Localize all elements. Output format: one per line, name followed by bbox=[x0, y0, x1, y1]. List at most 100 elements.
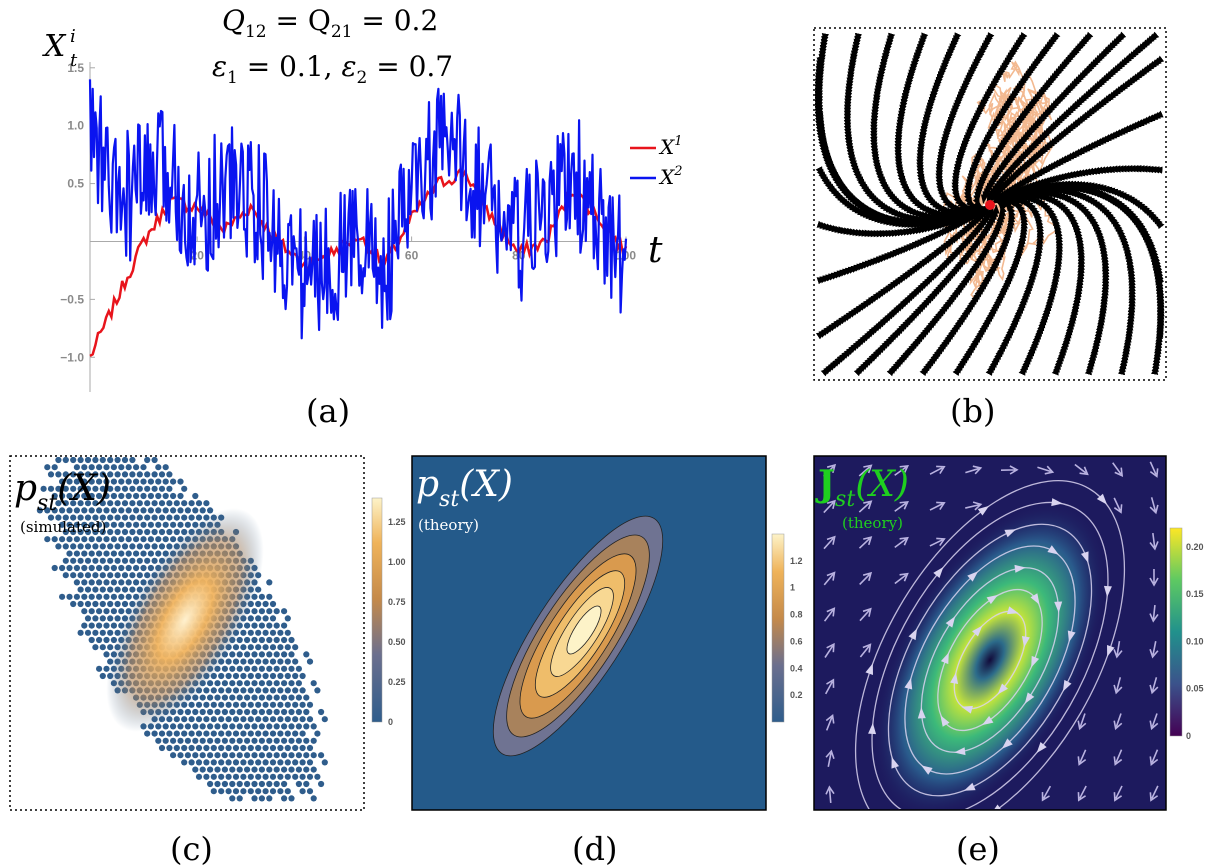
hexbin-dot bbox=[266, 579, 273, 586]
hexbin-dot bbox=[133, 507, 140, 514]
hexbin-dot bbox=[96, 579, 103, 586]
hexbin-dot bbox=[321, 759, 328, 766]
hexbin-dot bbox=[84, 572, 92, 579]
hexbin-dot bbox=[77, 514, 84, 521]
hexbin-dot bbox=[133, 536, 140, 543]
hexbin-dot bbox=[133, 521, 140, 528]
hexbin-dot bbox=[144, 457, 151, 464]
hexbin-dot bbox=[44, 507, 51, 514]
hexbin-dot bbox=[258, 795, 265, 802]
stream-arrow bbox=[954, 285, 963, 295]
hexbin-dot bbox=[207, 737, 214, 744]
hexbin-dot bbox=[96, 478, 103, 485]
hexbin-dot bbox=[121, 485, 129, 492]
hexbin-dot bbox=[158, 730, 166, 737]
hexbin-dot bbox=[155, 550, 162, 557]
hexbin-dot bbox=[255, 730, 262, 737]
panel-e-colorbar bbox=[1169, 527, 1183, 737]
hexbin-dot bbox=[55, 543, 62, 550]
hexbin-dot bbox=[133, 464, 140, 471]
flux-arrow bbox=[967, 571, 979, 582]
stream-arrow bbox=[1011, 160, 1021, 170]
hexbin-dot bbox=[136, 485, 143, 492]
stream-arrow bbox=[936, 245, 946, 255]
hexbin-dot bbox=[188, 500, 195, 507]
hexbin-dot bbox=[66, 593, 73, 600]
hexbin-dot bbox=[255, 744, 262, 752]
hexbin-dot bbox=[47, 471, 55, 478]
stream-arrow bbox=[961, 215, 971, 222]
stream-arrow bbox=[868, 295, 878, 304]
hexbin-dot bbox=[247, 672, 254, 680]
hexbin-dot bbox=[199, 694, 206, 701]
hexbin-dot bbox=[62, 572, 69, 579]
hexbin-dot bbox=[166, 730, 173, 737]
flux-arrow bbox=[1096, 493, 1108, 505]
stream-arrow bbox=[921, 225, 931, 233]
hexbin-dot bbox=[277, 773, 284, 780]
hexbin-dot bbox=[77, 586, 84, 593]
hexbin-dot bbox=[240, 759, 247, 766]
hexbin-dot bbox=[247, 687, 254, 694]
hexbin-dot bbox=[103, 593, 110, 600]
hexbin-dot bbox=[210, 730, 217, 737]
hexbin-dot bbox=[244, 680, 251, 687]
hexbin-dot bbox=[92, 600, 99, 608]
hexbin-dot bbox=[192, 708, 199, 716]
hexbin-dot bbox=[88, 622, 95, 629]
hexbin-dot bbox=[288, 795, 295, 802]
hexbin-dot bbox=[266, 665, 273, 672]
hexbin-dot bbox=[244, 737, 251, 744]
hexbin-dot bbox=[107, 471, 114, 478]
hexbin-dot bbox=[284, 716, 291, 723]
hexbin-dot bbox=[114, 572, 121, 579]
hexbin-dot bbox=[118, 464, 125, 471]
hexbin-dot bbox=[288, 636, 295, 644]
hexbin-dot bbox=[310, 795, 317, 802]
stream-arrow bbox=[1070, 48, 1080, 58]
hexbin-dot bbox=[99, 629, 106, 636]
hexbin-dot bbox=[240, 773, 247, 780]
hexbin-dot bbox=[177, 478, 184, 485]
hexbin-dot bbox=[166, 500, 173, 507]
hexbin-dot bbox=[114, 586, 121, 593]
hexbin-dot bbox=[221, 680, 228, 687]
hexbin-dot bbox=[269, 615, 277, 622]
hexbin-dot bbox=[66, 550, 73, 557]
flux-arrow bbox=[865, 663, 873, 675]
hexbin-dot bbox=[199, 723, 206, 730]
hexbin-dot bbox=[103, 579, 110, 586]
flux-field-arrow bbox=[894, 464, 910, 476]
hexbin-dot bbox=[299, 716, 306, 723]
hexbin-dot bbox=[306, 716, 314, 723]
hexbin-dot bbox=[158, 543, 166, 550]
stream-arrow bbox=[859, 202, 869, 211]
hexbin-dot bbox=[229, 651, 236, 658]
hexbin-dot bbox=[184, 507, 191, 514]
hexbin-dot bbox=[88, 579, 95, 586]
hexbin-dot bbox=[62, 528, 69, 536]
hexbin-dot bbox=[251, 636, 258, 644]
hexbin-dot bbox=[214, 708, 221, 716]
hexbin-dot bbox=[218, 730, 225, 737]
hexbin-dot bbox=[133, 579, 140, 586]
stream-arrow bbox=[1007, 174, 1017, 183]
hexbin-dot bbox=[236, 694, 243, 701]
hexbin-dot bbox=[255, 658, 262, 665]
stream-arrow bbox=[1016, 139, 1025, 149]
hexbin-dot bbox=[277, 716, 284, 723]
flux-field-arrow bbox=[894, 500, 909, 512]
hexbin-dot bbox=[96, 593, 103, 600]
hexbin-dot bbox=[140, 536, 147, 543]
flux-field-arrow bbox=[825, 749, 835, 767]
hexbin-dot bbox=[96, 507, 103, 514]
panel-d: pst(X) (theory) 1.2 1 0.8 0.6 0.4 0.2 (d) bbox=[411, 455, 803, 867]
colorbar-tick-label: 0.4 bbox=[790, 663, 803, 673]
hexbin-dot bbox=[295, 665, 302, 672]
hexbin-dot bbox=[129, 500, 136, 507]
stream-arrow bbox=[1015, 83, 1024, 93]
hexbin-dot bbox=[284, 730, 291, 737]
stream-arrow bbox=[836, 270, 847, 278]
y-tick-label: 1.5 bbox=[67, 61, 84, 75]
hexbin-dot bbox=[240, 644, 247, 651]
